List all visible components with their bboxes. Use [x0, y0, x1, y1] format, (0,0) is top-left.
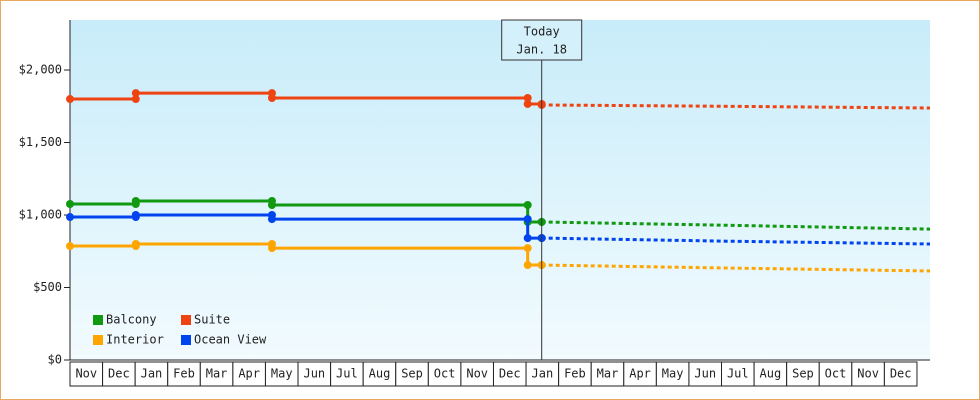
x-tick-cell — [297, 361, 332, 387]
x-tick-label: Dec — [499, 367, 521, 381]
point — [66, 213, 74, 222]
x-tick-label: Jun — [303, 367, 325, 381]
x-tick-label: Aug — [369, 367, 391, 381]
y-tick-label: $500 — [33, 280, 62, 294]
x-tick-cell — [786, 361, 820, 387]
legend-swatch — [93, 335, 103, 345]
today-label: Jan. 18 — [516, 43, 567, 57]
forecast-line — [541, 220, 931, 231]
x-tick-label: Jul — [336, 367, 358, 381]
point — [131, 240, 140, 249]
point — [523, 215, 532, 224]
forecast-line — [541, 103, 931, 110]
x-tick-label: Dec — [890, 367, 912, 381]
x-tick-label: Nov — [466, 367, 488, 381]
x-tick-label: Dec — [108, 367, 130, 381]
x-tick-label: Nov — [75, 367, 97, 381]
legend-label: Interior — [106, 333, 164, 347]
x-tick-cell — [688, 361, 723, 387]
point — [267, 94, 276, 103]
point — [267, 244, 276, 253]
x-tick-label: Mar — [597, 367, 619, 381]
x-tick-cell — [623, 361, 657, 387]
x-tick-label: May — [271, 367, 293, 381]
point — [131, 95, 140, 104]
point — [523, 234, 532, 243]
point — [66, 199, 74, 208]
x-tick-cell — [721, 361, 755, 387]
point — [267, 215, 276, 224]
point — [523, 94, 532, 103]
forecast-line — [541, 236, 931, 246]
x-tick-cell — [558, 361, 592, 387]
legend-swatch — [181, 315, 191, 325]
y-tick-label: $2,000 — [19, 63, 62, 77]
x-tick-label: Jan — [532, 367, 554, 381]
x-tick-cell — [753, 361, 788, 387]
point — [523, 244, 532, 253]
legend-label: Balcony — [106, 313, 157, 327]
x-tick-label: Oct — [434, 367, 456, 381]
x-tick-label: Aug — [760, 367, 782, 381]
x-tick-label: Feb — [173, 367, 195, 381]
point — [523, 261, 532, 270]
x-tick-cell — [362, 361, 397, 387]
x-tick-label: Jun — [694, 367, 716, 381]
legend-swatch — [93, 315, 103, 325]
point — [267, 201, 276, 210]
y-tick-label: $1,000 — [19, 208, 62, 222]
x-tick-label: Jan — [141, 367, 163, 381]
forecast-line — [541, 263, 931, 273]
x-tick-label: Jul — [727, 367, 749, 381]
legend-label: Suite — [194, 313, 230, 327]
point — [523, 99, 532, 108]
x-tick-label: Sep — [401, 367, 423, 381]
x-tick-label: Apr — [629, 367, 651, 381]
x-tick-cell — [460, 361, 494, 387]
x-tick-label: Sep — [792, 367, 814, 381]
point — [523, 201, 532, 210]
x-tick-cell — [134, 361, 169, 387]
x-tick-label: May — [662, 367, 684, 381]
today-box — [501, 19, 583, 61]
x-tick-label: Apr — [238, 367, 260, 381]
x-tick-cell — [818, 361, 853, 387]
x-tick-cell — [199, 361, 234, 387]
point — [66, 95, 74, 104]
point — [66, 242, 74, 251]
x-tick-label: Nov — [857, 367, 879, 381]
x-tick-cell — [102, 361, 136, 387]
legend-label: Ocean View — [194, 333, 267, 347]
x-tick-cell — [167, 361, 201, 387]
y-tick-label: $1,500 — [19, 135, 62, 149]
point — [131, 211, 140, 220]
x-tick-cell — [525, 361, 560, 387]
x-tick-cell — [427, 361, 462, 387]
x-tick-label: Mar — [206, 367, 228, 381]
y-tick-label: $0 — [48, 353, 62, 367]
x-tick-label: Oct — [825, 367, 847, 381]
point — [131, 89, 140, 98]
x-tick-cell — [851, 361, 885, 387]
x-tick-cell — [69, 361, 104, 387]
plot-area — [70, 20, 930, 360]
point — [131, 196, 140, 205]
legend-swatch — [181, 335, 191, 345]
x-tick-cell — [655, 361, 690, 387]
today-label: Today — [524, 25, 560, 39]
x-tick-cell — [883, 361, 918, 387]
x-tick-label: Feb — [564, 367, 586, 381]
